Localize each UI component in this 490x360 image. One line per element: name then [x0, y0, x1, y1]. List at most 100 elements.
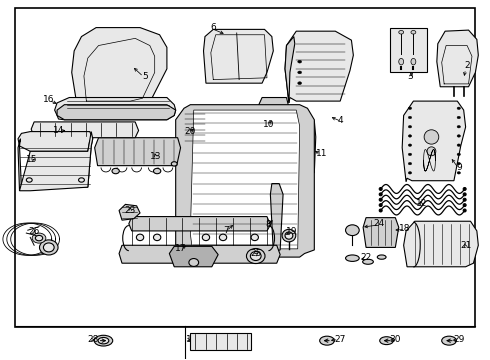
Text: 5: 5: [142, 72, 148, 81]
Ellipse shape: [282, 229, 296, 242]
Ellipse shape: [411, 58, 416, 65]
Polygon shape: [190, 110, 300, 249]
Text: 22: 22: [361, 253, 372, 262]
Ellipse shape: [408, 162, 412, 165]
Polygon shape: [270, 184, 283, 252]
Text: 7: 7: [223, 226, 229, 235]
Ellipse shape: [457, 116, 461, 119]
Ellipse shape: [35, 235, 43, 241]
Polygon shape: [20, 132, 93, 191]
Text: 20: 20: [185, 127, 196, 136]
Ellipse shape: [345, 255, 359, 261]
Ellipse shape: [379, 209, 382, 212]
Ellipse shape: [399, 31, 404, 34]
Polygon shape: [305, 121, 316, 173]
Ellipse shape: [408, 107, 412, 109]
Text: 8: 8: [266, 220, 271, 229]
Ellipse shape: [379, 188, 382, 190]
Polygon shape: [203, 30, 273, 83]
Polygon shape: [18, 139, 91, 191]
Polygon shape: [176, 105, 314, 257]
Ellipse shape: [463, 188, 466, 190]
Ellipse shape: [408, 135, 412, 137]
Text: 25: 25: [250, 249, 262, 258]
Polygon shape: [182, 110, 207, 146]
Ellipse shape: [112, 168, 119, 174]
FancyBboxPatch shape: [15, 8, 475, 327]
Ellipse shape: [285, 232, 293, 239]
Text: 17: 17: [175, 244, 186, 253]
Ellipse shape: [26, 178, 32, 182]
Ellipse shape: [424, 130, 439, 144]
Ellipse shape: [40, 240, 58, 255]
Ellipse shape: [345, 225, 359, 235]
Polygon shape: [363, 218, 399, 247]
Polygon shape: [18, 132, 93, 151]
Text: 10: 10: [263, 120, 274, 129]
Polygon shape: [119, 245, 280, 263]
Ellipse shape: [463, 198, 466, 201]
Text: 6: 6: [210, 23, 216, 32]
Text: 2: 2: [465, 61, 470, 70]
Text: 1: 1: [186, 335, 192, 344]
Ellipse shape: [408, 144, 412, 147]
Polygon shape: [285, 31, 353, 103]
Ellipse shape: [408, 126, 412, 128]
Text: 19: 19: [286, 228, 297, 237]
Text: 9: 9: [456, 163, 462, 172]
Text: 11: 11: [317, 149, 328, 158]
Ellipse shape: [379, 204, 382, 207]
Ellipse shape: [463, 209, 466, 212]
Ellipse shape: [189, 258, 198, 266]
Text: 23: 23: [124, 206, 136, 215]
Ellipse shape: [94, 335, 113, 346]
Ellipse shape: [411, 31, 416, 34]
Polygon shape: [55, 98, 176, 120]
Polygon shape: [170, 246, 218, 267]
FancyBboxPatch shape: [190, 333, 251, 350]
Text: 24: 24: [373, 219, 385, 228]
Polygon shape: [257, 98, 289, 128]
Text: 28: 28: [87, 335, 98, 344]
Ellipse shape: [298, 82, 302, 85]
Polygon shape: [72, 28, 167, 103]
Ellipse shape: [153, 168, 161, 174]
Text: 29: 29: [453, 335, 465, 344]
Polygon shape: [437, 30, 478, 87]
Ellipse shape: [136, 234, 144, 240]
Polygon shape: [402, 101, 465, 182]
Ellipse shape: [457, 153, 461, 156]
Ellipse shape: [380, 337, 393, 345]
Polygon shape: [119, 204, 140, 220]
Text: 15: 15: [25, 155, 37, 164]
Text: 16: 16: [43, 95, 54, 104]
Ellipse shape: [441, 336, 456, 345]
Ellipse shape: [457, 126, 461, 128]
Ellipse shape: [246, 248, 265, 264]
Ellipse shape: [153, 234, 161, 240]
Polygon shape: [31, 122, 139, 138]
Ellipse shape: [319, 336, 334, 345]
Polygon shape: [285, 37, 295, 103]
Ellipse shape: [250, 252, 261, 261]
Ellipse shape: [298, 71, 302, 74]
Polygon shape: [95, 138, 181, 166]
Ellipse shape: [457, 162, 461, 165]
Ellipse shape: [408, 172, 412, 174]
Ellipse shape: [78, 178, 84, 182]
Ellipse shape: [427, 147, 436, 156]
Ellipse shape: [408, 153, 412, 156]
Ellipse shape: [463, 193, 466, 196]
Ellipse shape: [457, 172, 461, 174]
Ellipse shape: [298, 60, 302, 63]
Text: 26: 26: [28, 228, 40, 237]
Text: 14: 14: [53, 126, 64, 135]
Ellipse shape: [457, 144, 461, 147]
Ellipse shape: [172, 162, 177, 166]
Text: 13: 13: [150, 152, 162, 161]
Text: 27: 27: [335, 335, 346, 344]
Ellipse shape: [202, 234, 210, 240]
Ellipse shape: [457, 107, 461, 109]
Text: 12: 12: [416, 199, 427, 208]
Ellipse shape: [463, 204, 466, 207]
